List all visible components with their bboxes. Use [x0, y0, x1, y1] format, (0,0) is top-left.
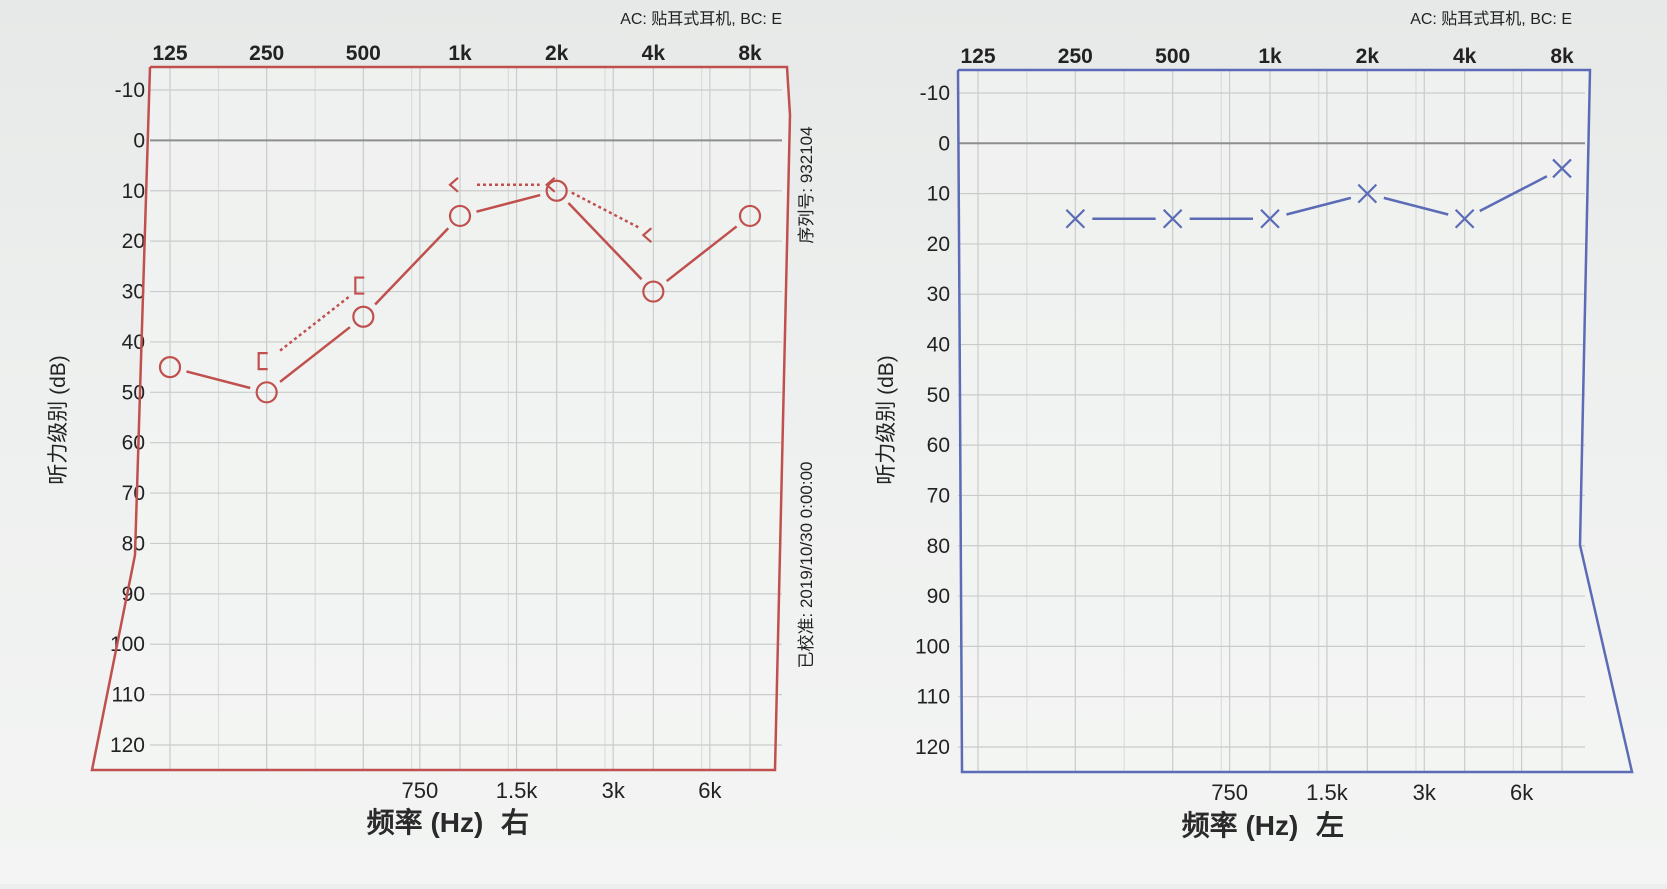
series-segment	[374, 227, 450, 306]
y-tick-label: 20	[122, 230, 145, 253]
series-segment	[279, 326, 351, 383]
y-tick-label: 50	[122, 381, 145, 404]
y-tick-label: 0	[938, 132, 950, 155]
ear-label: 左	[1316, 810, 1344, 841]
y-tick-label: 0	[133, 129, 145, 152]
series-segment	[1479, 175, 1548, 213]
data-point	[448, 176, 459, 193]
x-tick-label-top: 4k	[642, 42, 666, 65]
data-point	[544, 176, 556, 193]
x-tick-label-top: 250	[1058, 45, 1093, 68]
x-tick-label-top: 500	[346, 42, 381, 65]
y-tick-label: 110	[112, 684, 145, 707]
data-point	[1552, 158, 1572, 179]
y-tick-label: 60	[927, 434, 950, 457]
y-tick-label: 30	[122, 281, 145, 304]
left-ear-audiogram: -10 0 10 20 30 40 50 60 70 80 90 100 110 120 125 250 500…	[875, 10, 1634, 841]
plot-area	[92, 67, 790, 770]
y-tick-label: 50	[927, 384, 950, 407]
y-tick-label: 60	[122, 432, 145, 455]
data-point	[1260, 208, 1280, 229]
serial-number: 序列号: 932104	[797, 126, 816, 243]
data-point	[738, 204, 762, 228]
x-tick-label-bottom: 6k	[1510, 780, 1534, 805]
plot-frame	[90, 65, 792, 772]
y-tick-label: 70	[927, 484, 950, 507]
plot-frame	[956, 68, 1634, 774]
y-tick-label: 120	[110, 734, 145, 757]
y-tick-label: 120	[915, 736, 950, 759]
y-tick-label: 10	[122, 180, 145, 203]
transducer-header: AC: 贴耳式耳机, BC: E	[620, 10, 782, 28]
series-angle	[448, 176, 653, 243]
series-segment	[1286, 196, 1352, 216]
y-tick-label: 20	[927, 233, 950, 256]
x-tick-label-top: 1k	[1258, 45, 1282, 68]
x-tick-label-top: 8k	[738, 42, 762, 65]
data-point	[545, 179, 568, 202]
x-axis-title: 频率 (Hz)	[367, 806, 484, 838]
y-tick-label: -10	[115, 79, 145, 102]
series-segment	[665, 225, 738, 283]
data-point	[448, 204, 472, 228]
plot-area	[958, 70, 1632, 772]
x-tick-label-top: 2k	[1356, 45, 1380, 68]
data-point	[642, 280, 665, 303]
y-tick-label: 110	[917, 686, 950, 709]
x-tick-label-top: 125	[152, 42, 187, 65]
x-tick-label-bottom: 750	[402, 778, 439, 803]
x-tick-label-bottom: 1.5k	[496, 778, 539, 803]
x-tick-label-top: 500	[1155, 45, 1190, 68]
y-tick-label: 80	[927, 535, 950, 558]
calibration-date: 已校准: 2019/10/30 0:00:00	[797, 462, 816, 669]
series-segment	[571, 191, 639, 229]
series-circle	[158, 179, 762, 404]
y-tick-label: 30	[927, 283, 950, 306]
series-segment	[1383, 196, 1449, 216]
series-cross	[1065, 158, 1572, 229]
series-segment	[186, 370, 251, 390]
data-point	[255, 381, 278, 404]
x-tick-label-top: 4k	[1453, 45, 1477, 68]
data-point	[158, 356, 182, 379]
y-tick-label: 40	[122, 331, 145, 354]
series-bracket	[257, 276, 365, 371]
y-tick-label: -10	[920, 82, 950, 105]
data-point	[1357, 183, 1378, 204]
x-tick-label-top: 250	[249, 42, 284, 65]
data-point	[1454, 208, 1475, 229]
x-tick-label-bottom: 3k	[602, 778, 626, 803]
data-point	[1065, 208, 1086, 229]
y-tick-label: 70	[122, 482, 145, 505]
x-tick-label-bottom: 1.5k	[1306, 780, 1349, 805]
x-tick-label-bottom: 3k	[1413, 780, 1437, 805]
data-point	[1162, 208, 1183, 229]
data-point	[641, 227, 653, 243]
x-tick-label-top: 8k	[1550, 45, 1574, 68]
y-axis-title: 听力级别 (dB)	[47, 355, 70, 485]
y-axis-title: 听力级别 (dB)	[875, 355, 898, 485]
y-tick-label: 90	[927, 585, 950, 608]
y-tick-label: 10	[927, 183, 950, 206]
series-segment	[476, 193, 541, 213]
x-tick-label-top: 125	[960, 45, 995, 68]
series-segment	[279, 295, 351, 352]
x-tick-label-bottom: 750	[1211, 780, 1248, 805]
y-tick-label: 40	[927, 334, 950, 357]
x-axis-title: 频率 (Hz)	[1182, 809, 1299, 841]
y-tick-label: 80	[122, 532, 145, 555]
y-tick-label: 100	[915, 635, 950, 658]
x-tick-label-top: 2k	[545, 42, 569, 65]
data-point	[352, 305, 375, 328]
ear-label: 右	[501, 807, 529, 838]
data-point	[354, 276, 365, 295]
transducer-header: AC: 贴耳式耳机, BC: E	[1410, 10, 1572, 28]
series-segment	[567, 202, 643, 281]
x-tick-label-bottom: 6k	[698, 778, 722, 803]
x-tick-label-top: 1k	[448, 42, 472, 65]
data-point	[257, 352, 268, 371]
